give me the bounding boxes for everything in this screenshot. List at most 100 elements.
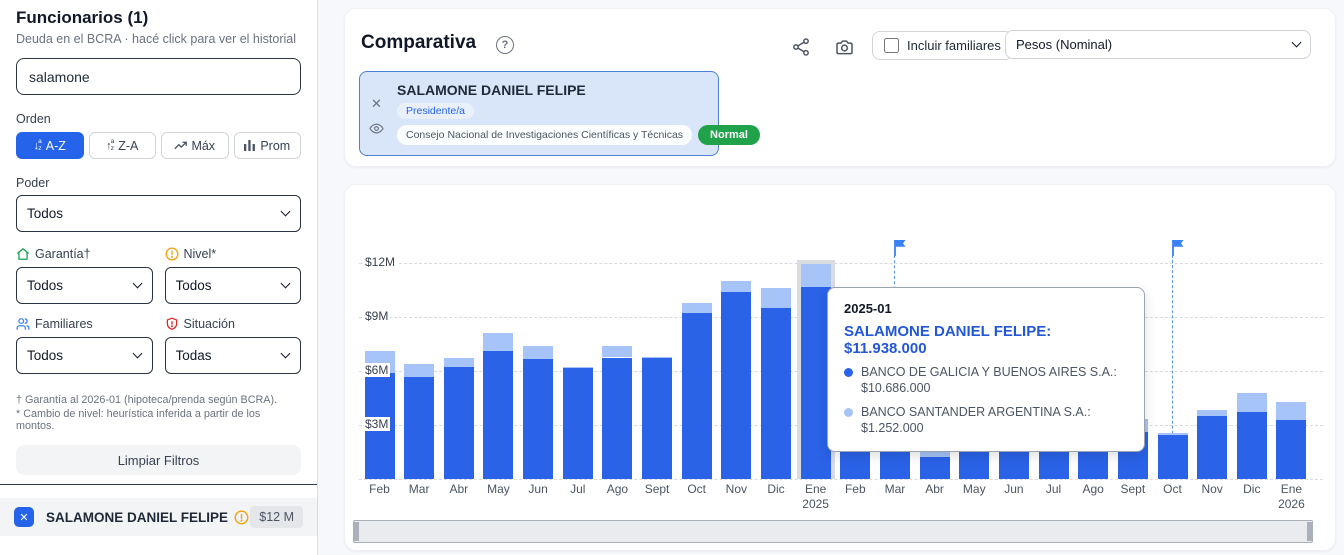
users-icon (16, 317, 30, 331)
poder-select[interactable]: Todos (16, 195, 301, 232)
bar-segment-galicia[interactable] (404, 377, 435, 479)
bar-segment-santander[interactable] (642, 356, 673, 359)
bar-segment-santander[interactable] (1276, 401, 1307, 420)
bar-segment-galicia[interactable] (642, 358, 673, 479)
page-title: Comparativa (361, 32, 477, 53)
sidebar: Funcionarios (1) Deuda en el BCRA · hacé… (0, 0, 318, 555)
sort-max-label: Máx (191, 138, 216, 153)
x-axis-label: Mar (884, 482, 906, 496)
bar-segment-galicia[interactable] (1157, 434, 1188, 479)
flag-icon[interactable] (1171, 239, 1185, 261)
sidebar-divider (0, 484, 317, 485)
footnote-nivel: * Cambio de nivel: heurística inferida a… (16, 408, 261, 432)
tooltip-headline: SALAMONE DANIEL FELIPE: $11.938.000 (844, 323, 1052, 357)
familiares-select[interactable]: Todos (16, 337, 153, 374)
series-dot-galicia (844, 368, 853, 377)
x-axis-label: Ago (606, 482, 629, 496)
alert-circle-icon (165, 247, 179, 261)
bar-segment-galicia[interactable] (761, 308, 791, 479)
garantia-label: Garantía† (16, 246, 153, 262)
bar-segment-santander[interactable] (1157, 433, 1188, 435)
bar-segment-galicia[interactable] (1276, 419, 1307, 479)
bar-segment-galicia[interactable] (721, 291, 752, 479)
deselect-checkbox[interactable]: ✕ (14, 507, 34, 527)
bar-segment-santander[interactable] (483, 333, 514, 352)
bar-segment-santander[interactable] (681, 302, 712, 314)
sort-za-button[interactable]: ↑ a z Z-A (88, 132, 156, 159)
x-axis-label: Mar (408, 482, 430, 496)
sort-az-button[interactable]: ↓ a z A-Z (16, 132, 84, 159)
bar-segment-santander[interactable] (602, 345, 633, 358)
help-icon[interactable]: ? (496, 36, 514, 54)
bar-segment-galicia[interactable] (562, 368, 593, 479)
include-family-checkbox[interactable] (884, 38, 899, 53)
bar-segment-santander[interactable] (721, 281, 752, 292)
tooltip-item: BANCO SANTANDER ARGENTINA S.A.: $1.252.0… (844, 404, 1128, 437)
bar-segment-galicia[interactable] (919, 457, 950, 479)
eye-icon[interactable] (368, 121, 385, 136)
x-axis-label: Jun (1004, 482, 1024, 496)
bar-segment-galicia[interactable] (483, 351, 514, 479)
x-axis-label: Sept (1120, 482, 1146, 496)
selected-person-row[interactable]: ✕ SALAMONE DANIEL FELIPE $12 M (0, 498, 317, 536)
bar-segment-galicia[interactable] (602, 357, 633, 479)
x-axis-label: Feb (369, 482, 390, 496)
bar-segment-santander[interactable] (1197, 409, 1228, 416)
x-axis-label: May (962, 482, 986, 496)
bar-segment-santander[interactable] (404, 363, 435, 378)
flag-icon[interactable] (893, 239, 907, 261)
include-family-toggle[interactable]: Incluir familiares (872, 31, 1013, 60)
bar-segment-galicia[interactable] (523, 359, 554, 479)
bar-segment-galicia[interactable] (1197, 416, 1228, 479)
familiares-label: Familiares (16, 316, 153, 332)
close-icon[interactable]: ✕ (371, 96, 382, 111)
sort-max-button[interactable]: Máx (161, 132, 229, 159)
sort-az-label: A-Z (45, 138, 66, 153)
scrollbar-right-handle[interactable] (1307, 522, 1312, 541)
y-axis-label: $6M (363, 363, 391, 377)
flag-marker-line (893, 255, 895, 300)
sort-az-icon: ↓ a z (33, 138, 42, 152)
x-axis-label: Sept (644, 482, 670, 496)
comparativa-card: Comparativa ? Incluir familiares Pesos (… (344, 8, 1336, 167)
bar-segment-galicia[interactable] (800, 286, 831, 479)
search-input[interactable] (16, 58, 301, 95)
chart-range-scrollbar[interactable] (353, 520, 1313, 543)
situacion-select[interactable]: Todas (164, 337, 301, 374)
gridline (359, 479, 1323, 480)
bar-segment-santander[interactable] (1236, 392, 1267, 413)
camera-icon[interactable] (834, 37, 855, 57)
sidebar-title: Funcionarios (1) (16, 8, 149, 27)
flag-marker-line (1171, 255, 1173, 479)
x-axis-label: Jun (528, 482, 548, 496)
sort-prom-button[interactable]: Prom (233, 132, 301, 159)
bar-segment-santander[interactable] (761, 288, 791, 308)
x-axis-label: Ene 2025 (802, 482, 829, 512)
include-family-label: Incluir familiares (907, 38, 1001, 53)
x-axis-label: Feb (844, 482, 866, 496)
scrollbar-left-handle[interactable] (354, 522, 359, 541)
person-card: ✕ SALAMONE DANIEL FELIPE Presidente/a Co… (359, 71, 760, 156)
bar-segment-galicia[interactable] (443, 367, 474, 479)
bar-segment-santander[interactable] (562, 366, 593, 369)
bar-segment-santander[interactable] (800, 264, 831, 287)
currency-select[interactable]: Pesos (Nominal) (1005, 30, 1311, 59)
garantia-select[interactable]: Todos (16, 267, 153, 304)
poder-label: Poder (16, 176, 50, 190)
share-icon[interactable] (791, 37, 811, 57)
orden-label: Orden (16, 112, 51, 126)
clear-filters-button[interactable]: Limpiar Filtros (16, 445, 301, 475)
x-axis-label: Oct (687, 482, 707, 496)
bar-segment-santander[interactable] (523, 345, 554, 360)
trending-up-icon (174, 140, 188, 151)
nivel-select[interactable]: Todos (164, 267, 301, 304)
x-axis-label: Nov (725, 482, 748, 496)
selected-person-name: SALAMONE DANIEL FELIPE (46, 509, 229, 525)
shield-alert-icon (165, 317, 179, 331)
bar-segment-galicia[interactable] (681, 313, 712, 479)
status-badge: Normal (698, 125, 760, 145)
x-axis-label: Jul (570, 482, 586, 496)
bar-segment-santander[interactable] (443, 357, 474, 368)
x-axis-label: Dic (1243, 482, 1261, 496)
bar-segment-galicia[interactable] (1236, 412, 1267, 479)
